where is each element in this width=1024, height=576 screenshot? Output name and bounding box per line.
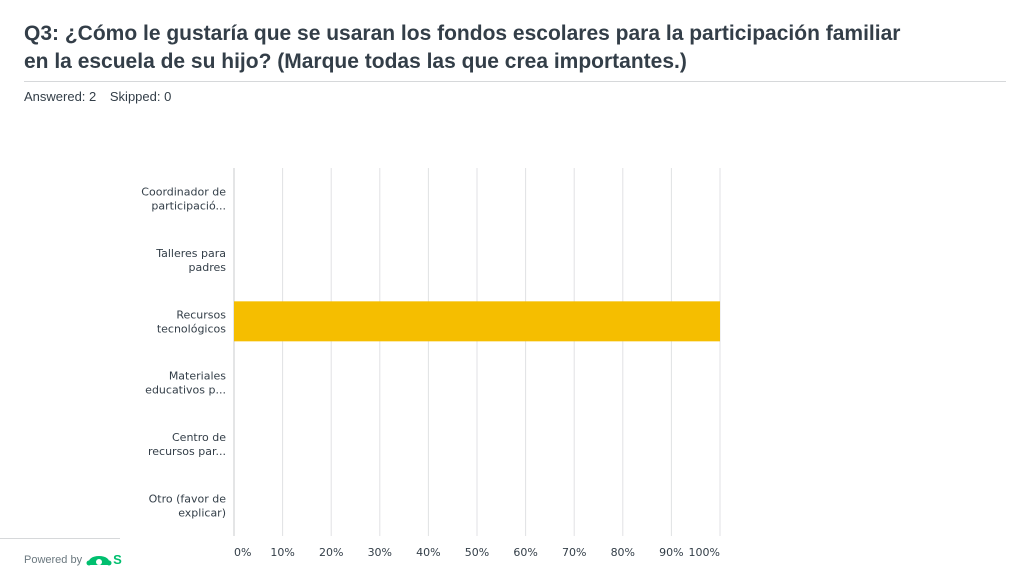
x-tick-label: 100% [689, 546, 720, 559]
x-tick-label: 50% [465, 546, 489, 559]
x-tick-label: 80% [611, 546, 635, 559]
bar [234, 301, 720, 342]
category-label: Coordinador de participació... [141, 186, 226, 213]
x-tick-label: 0% [234, 546, 251, 559]
powered-by-label: Powered by [24, 553, 83, 566]
logo-letter: S [113, 552, 122, 567]
x-tick-label: 70% [562, 546, 586, 559]
response-stats: Answered: 2 Skipped: 0 [24, 89, 181, 104]
x-tick-label: 60% [513, 546, 537, 559]
category-label: Centro de recursos par... [148, 431, 226, 458]
category-label: Recursos tecnológicos [157, 308, 226, 335]
skipped-count: Skipped: 0 [109, 89, 172, 104]
footer-divider [0, 538, 120, 539]
answered-count: Answered: 2 [24, 89, 97, 104]
category-label: Materiales educativos p... [145, 370, 226, 397]
x-tick-label: 40% [416, 546, 440, 559]
category-label: Otro (favor de explicar) [149, 492, 227, 519]
powered-by[interactable]: Powered by S [24, 552, 122, 567]
surveymonkey-logo-icon: S [86, 552, 122, 567]
question-title: Q3: ¿Cómo le gustaría que se usaran los … [24, 22, 901, 73]
category-label: Talleres para padres [155, 247, 226, 274]
x-tick-label: 90% [659, 546, 683, 559]
title-divider [24, 81, 1006, 82]
x-tick-label: 10% [270, 546, 294, 559]
x-tick-label: 20% [319, 546, 343, 559]
x-tick-label: 30% [368, 546, 392, 559]
